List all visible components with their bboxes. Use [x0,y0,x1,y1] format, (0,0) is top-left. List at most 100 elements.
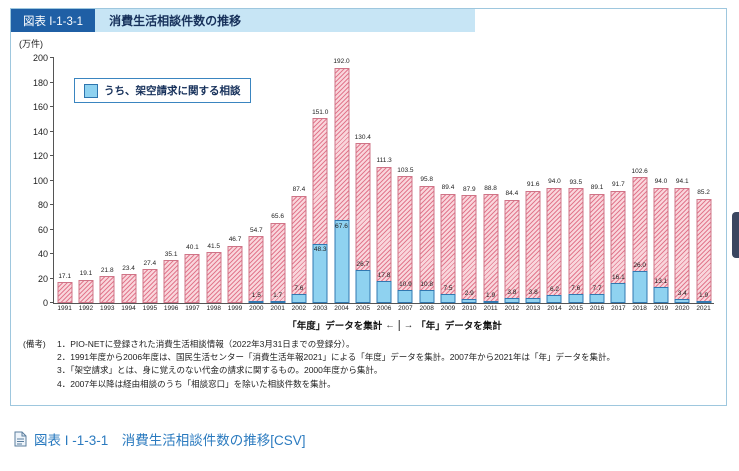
note-1: 1．PIO-NETに登録された消費生活相談情報（2022年3月31日までの登録分… [57,339,355,349]
bar-group-2003: 151.0 48.3 2003 [310,58,331,312]
bar-group-2018: 102.6 26.0 2018 [629,58,650,311]
total-bar [121,274,137,303]
fictitious-billing-value-label: 3.4 [677,289,687,297]
note-4: 4．2007年以降は経由相談のうち「相談窓口」を除いた相談件数を集計。 [57,378,336,389]
x-tick-label: 2009 [440,305,456,312]
total-bar [461,195,477,303]
total-bar [99,276,115,303]
fictitious-billing-bar [291,293,307,303]
bar-group-2016: 89.1 7.7 2016 [586,58,607,312]
notes: (備考) 1．PIO-NETに登録された消費生活相談情報（2022年3月31日ま… [11,334,726,405]
total-value-label: 87.9 [462,185,476,193]
legend: うち、架空請求に関する相談 [74,78,251,103]
bar-group-2013: 91.6 3.8 2013 [523,58,544,312]
y-tick-label: 200 [32,53,48,63]
fictitious-billing-value-label: 7.7 [592,284,602,292]
y-tick-label: 60 [37,224,48,235]
fictitious-billing-value-label: 16.1 [612,274,625,282]
fictitious-billing-bar [653,286,669,303]
x-tick-label: 1996 [163,305,179,312]
fictitious-billing-value-label: 3.8 [528,289,538,297]
x-tick-label: 2008 [419,305,434,312]
total-bar [206,252,222,303]
x-tick-label: 1991 [57,305,72,312]
bar-group-2021: 85.2 1.9 2021 [693,58,714,312]
total-value-label: 19.1 [79,270,93,278]
total-value-label: 23.4 [122,264,135,272]
total-value-label: 65.6 [271,213,284,221]
fictitious-billing-value-label: 10.8 [420,280,434,288]
fictitious-billing-bar [440,293,456,303]
left-arrow-icon: ← [385,319,395,331]
total-value-label: 87.4 [292,186,306,194]
figure-panel: 図表 I-1-3-1 消費生活相談件数の推移 (万件) 0 20 40 60 80 100… [10,8,727,406]
x-tick-label: 2015 [568,305,583,312]
bar-group-1996: 35.1 1996 [160,58,181,312]
note-2: 2．1991年度から2006年度は、国民生活センター「消費生活年報2021」によ… [57,352,616,363]
bar-group-1998: 41.5 1998 [203,58,224,312]
x-tick-label: 2005 [355,305,371,312]
total-value-label: 91.6 [526,181,540,189]
axis-period-note: 「年度」データを集計 ← → 「年」データを集計 [287,318,502,332]
bar-group-1992: 19.1 1992 [75,58,96,312]
fictitious-billing-value-label: 1.7 [273,291,283,299]
total-value-label: 88.8 [484,184,497,192]
x-tick-label: 1992 [78,305,94,312]
total-value-label: 94.0 [548,178,561,186]
x-tick-label: 2018 [632,305,647,312]
total-bar [504,199,520,303]
total-value-label: 41.5 [207,242,221,250]
y-tick-label: 40 [37,249,48,259]
bar-group-2007: 103.5 10.9 2007 [395,58,416,311]
fictitious-billing-bar [355,270,371,303]
fictitious-billing-value-label: 26.0 [633,262,646,270]
axis-note-divider-icon [398,319,400,331]
bar-group-1995: 27.4 1995 [139,58,160,312]
total-value-label: 151.0 [312,108,329,116]
y-tick-label: 180 [32,77,48,88]
bar-group-2020: 94.1 3.4 2020 [672,58,693,312]
fictitious-billing-value-label: 1.9 [699,291,709,299]
y-tick-label: 80 [37,200,48,210]
bar-group-2001: 65.6 1.7 2001 [267,58,288,312]
y-tick-mark [50,253,54,254]
bars: 17.1 1991 19.1 1992 21.8 1993 23.4 1994 27.4 1995… [54,58,714,312]
right-arrow-icon: → [403,319,414,331]
x-tick-label: 1995 [142,305,158,312]
scrollbar-thumb[interactable] [732,212,739,258]
y-tick-mark [50,179,54,181]
bar-group-2015: 93.5 7.6 2015 [565,58,586,312]
figure-title: 消費生活相談件数の推移 [95,9,476,32]
fictitious-billing-value-label: 17.8 [377,272,391,280]
y-axis-unit: (万件) [19,39,43,49]
x-tick-label: 1993 [100,305,115,312]
x-tick-label: 2021 [696,305,711,312]
y-tick-mark [50,302,54,303]
bar-group-2014: 94.0 6.2 2014 [544,58,565,312]
bar-group-1994: 23.4 1994 [118,58,139,312]
fictitious-billing-bar [334,220,349,303]
x-tick-label: 2006 [376,305,392,312]
bar-group-2009: 89.4 7.5 2009 [437,58,458,312]
bar-group-2011: 88.8 1.9 2011 [480,58,501,312]
y-tick-label: 0 [42,298,48,308]
fictitious-billing-value-label: 3.8 [507,289,517,297]
axis-note-left: 「年度」データを集計 [287,321,383,332]
total-value-label: 89.1 [590,184,604,192]
x-tick-label: 2020 [675,305,690,312]
notes-label: (備考) [23,339,46,349]
bar-group-2008: 95.8 10.8 2008 [416,58,437,312]
fictitious-billing-value-label: 1.5 [251,292,261,300]
fictitious-billing-value-label: 6.2 [549,286,559,294]
y-tick-mark [50,106,54,107]
y-tick-mark [50,57,54,58]
fictitious-billing-bar [397,289,413,303]
bar-group-2017: 91.7 16.1 2017 [608,58,629,312]
csv-download-link[interactable]: 図表 I -1-3-1 消費生活相談件数の推移[CSV] [34,433,306,448]
fictitious-billing-bar [632,271,648,303]
fictitious-billing-bar [525,298,541,303]
fictitious-billing-value-label: 7.5 [443,284,453,292]
bar-group-1993: 21.8 1993 [97,58,118,312]
y-tick-mark [50,228,54,230]
x-tick-label: 2017 [611,305,626,312]
